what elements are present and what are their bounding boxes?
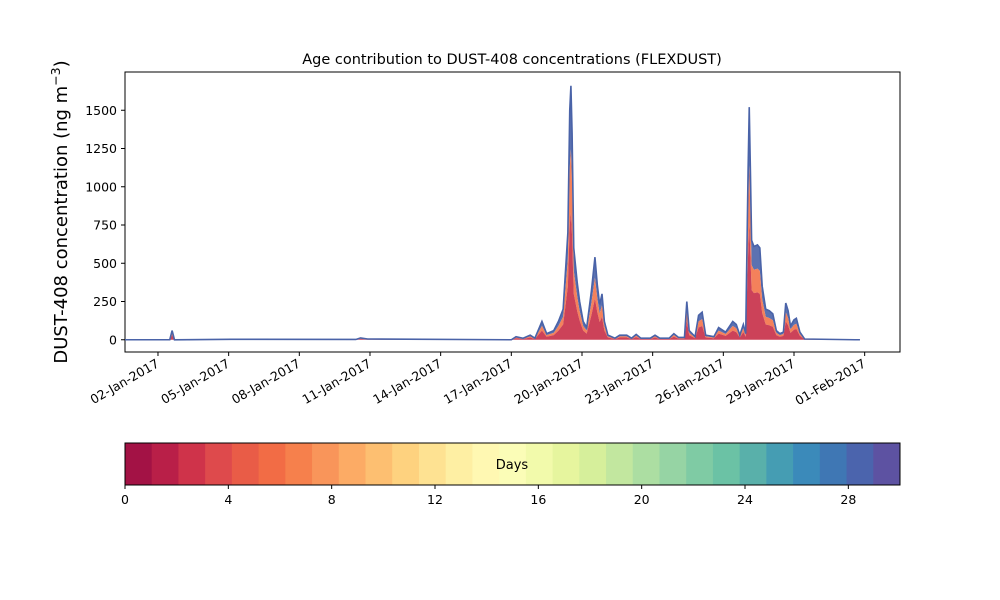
colorbar-cell <box>525 443 554 485</box>
y-tick-label: 750 <box>93 218 117 233</box>
colorbar-cell <box>178 443 206 485</box>
plot-area: 02-Jan-201705-Jan-201708-Jan-201711-Jan-… <box>85 71 901 408</box>
x-axis: 02-Jan-201705-Jan-201708-Jan-201711-Jan-… <box>88 352 868 408</box>
colorbar-cell <box>606 443 634 485</box>
colorbar-tick-label: 8 <box>328 492 336 507</box>
colorbar: Days 0 4 8 12 16 20 24 28 <box>121 442 901 507</box>
y-axis-label-superscript: −3 <box>48 67 63 85</box>
colorbar-cell <box>686 443 714 485</box>
x-tick-label: 29-Jan-2017 <box>724 356 798 407</box>
colorbar-cell <box>739 443 767 485</box>
colorbar-cell <box>712 443 741 485</box>
colorbar-tick-label: 12 <box>427 492 443 507</box>
colorbar-cells <box>125 443 901 485</box>
colorbar-cell <box>632 443 660 485</box>
y-axis-label-main: DUST-408 concentration (ng m <box>51 86 72 364</box>
colorbar-cell <box>258 443 286 485</box>
total-line <box>125 85 860 341</box>
colorbar-tick-label: 24 <box>737 492 753 507</box>
colorbar-cell <box>125 443 153 485</box>
colorbar-tick-label: 16 <box>530 492 546 507</box>
y-tick-label: 0 <box>109 332 117 347</box>
colorbar-cell <box>499 443 527 485</box>
colorbar-cell <box>205 443 233 485</box>
colorbar-cell <box>151 443 179 485</box>
colorbar-cell <box>231 443 260 485</box>
plot-frame <box>124 71 901 353</box>
series-area <box>125 212 860 340</box>
y-tick-label: 1000 <box>85 179 117 194</box>
x-tick-label: 14-Jan-2017 <box>370 356 444 407</box>
colorbar-cell <box>659 443 687 485</box>
x-tick-label: 17-Jan-2017 <box>441 356 515 407</box>
y-axis: 0 250 500 750 1000 1250 1500 <box>85 103 125 347</box>
colorbar-frame <box>124 442 901 486</box>
colorbar-cell <box>445 443 473 485</box>
colorbar-cell <box>365 443 393 485</box>
x-tick-label: 20-Jan-2017 <box>512 356 586 407</box>
colorbar-ticks: 0 4 8 12 16 20 24 28 <box>121 485 856 507</box>
colorbar-tick-label: 4 <box>224 492 232 507</box>
colorbar-cell <box>312 443 340 485</box>
colorbar-cell <box>418 443 447 485</box>
x-tick-label: 11-Jan-2017 <box>300 356 374 407</box>
x-tick-label: 05-Jan-2017 <box>158 356 232 407</box>
x-tick-label: 02-Jan-2017 <box>88 356 162 407</box>
y-tick-label: 1250 <box>85 141 117 156</box>
colorbar-cell <box>766 443 794 485</box>
x-tick-label: 01-Feb-2017 <box>792 356 868 408</box>
colorbar-cell <box>793 443 821 485</box>
colorbar-cell <box>873 443 901 485</box>
colorbar-cell <box>472 443 500 485</box>
series-layer <box>125 85 860 341</box>
colorbar-cell <box>392 443 420 485</box>
x-tick-label: 26-Jan-2017 <box>653 356 727 407</box>
x-tick-label: 08-Jan-2017 <box>229 356 303 407</box>
colorbar-label: Days <box>496 458 529 473</box>
y-axis-label-close: ) <box>51 60 72 67</box>
y-axis-label: DUST-408 concentration (ng m−3) <box>48 60 72 363</box>
colorbar-tick-label: 20 <box>634 492 650 507</box>
y-tick-label: 500 <box>93 256 117 271</box>
colorbar-tick-label: 0 <box>121 492 129 507</box>
y-tick-label: 1500 <box>85 103 117 118</box>
y-tick-label: 250 <box>93 294 117 309</box>
colorbar-cell <box>285 443 313 485</box>
colorbar-tick-label: 28 <box>840 492 856 507</box>
series-area <box>125 149 860 340</box>
x-tick-label: 23-Jan-2017 <box>582 356 656 407</box>
colorbar-cell <box>819 443 848 485</box>
colorbar-cell <box>846 443 874 485</box>
colorbar-cell <box>552 443 580 485</box>
colorbar-cell <box>338 443 367 485</box>
chart-title: Age contribution to DUST-408 concentrati… <box>302 52 722 68</box>
colorbar-cell <box>579 443 607 485</box>
